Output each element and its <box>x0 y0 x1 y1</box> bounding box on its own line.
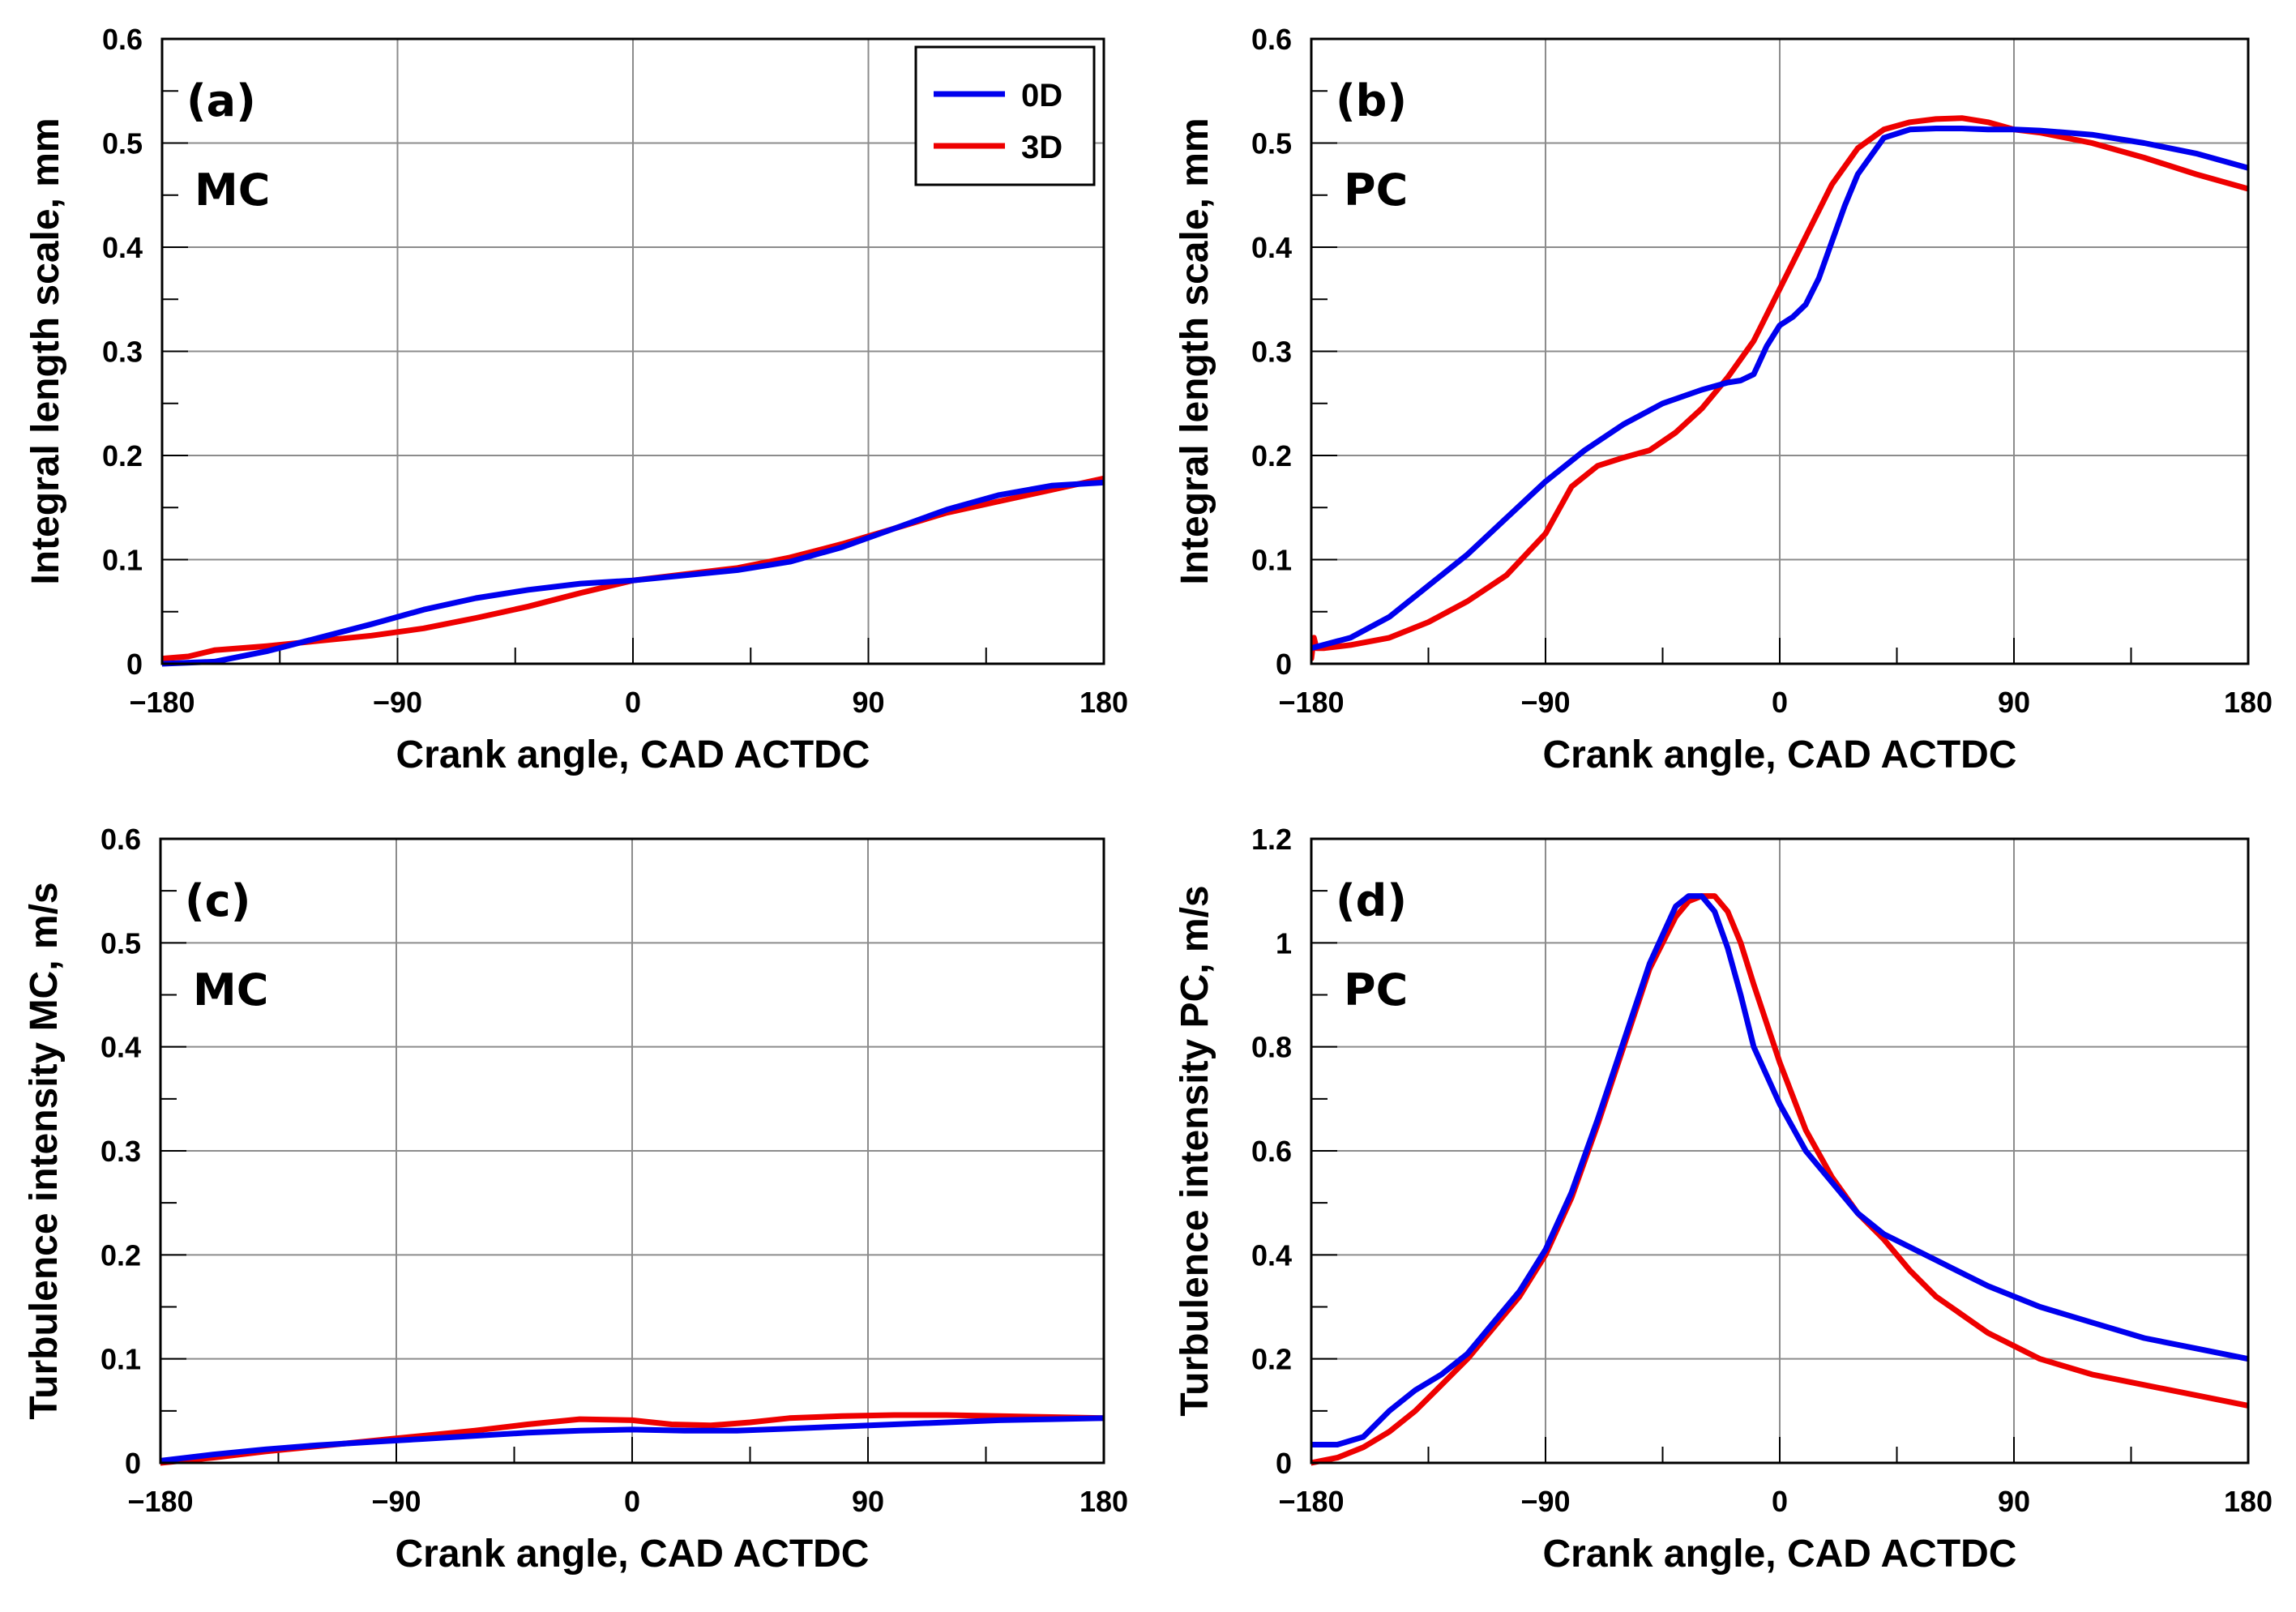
x-tick-label: 180 <box>2224 1485 2272 1518</box>
x-axis-label: Crank angle, CAD ACTDC <box>1543 733 2017 776</box>
x-tick-label: −90 <box>373 686 422 719</box>
x-tick-label: 0 <box>1772 686 1788 719</box>
y-axis-label: Turbulence intensity PC, m/s <box>1174 885 1216 1416</box>
panel-tag: (b) <box>1336 75 1407 126</box>
x-tick-label: −180 <box>1278 1485 1344 1518</box>
x-tick-label: 0 <box>1772 1485 1788 1518</box>
legend-label-0d: 0D <box>1021 78 1062 113</box>
y-tick-label: 0.6 <box>100 823 141 856</box>
x-tick-label: −180 <box>127 1485 193 1518</box>
legend-box <box>914 45 1096 186</box>
y-tick-label: 0.3 <box>1251 336 1292 369</box>
x-tick-label: 90 <box>1998 1485 2030 1518</box>
y-tick-label: 0.6 <box>1251 23 1292 56</box>
series-line-0d <box>1311 893 2248 1447</box>
y-tick-label: 0.2 <box>100 1238 141 1272</box>
panel-annotation: PC <box>1344 165 1408 216</box>
y-tick-label: 1.2 <box>1251 823 1292 856</box>
y-tick-label: 0.6 <box>1251 1135 1292 1168</box>
y-tick-label: 0.5 <box>102 127 143 160</box>
x-tick-label: −90 <box>1520 1485 1570 1518</box>
y-tick-label: 0 <box>1276 648 1292 681</box>
panel-tag: (d) <box>1336 875 1407 926</box>
y-tick-label: 0.8 <box>1251 1031 1292 1064</box>
y-tick-label: 0.2 <box>102 439 143 472</box>
y-tick-label: 0.4 <box>1251 1238 1292 1272</box>
x-axis-label: Crank angle, CAD ACTDC <box>1543 1533 2017 1576</box>
y-tick-label: 0.1 <box>102 544 143 577</box>
y-tick-label: 0.2 <box>1251 439 1292 472</box>
x-tick-label: −180 <box>1278 686 1344 719</box>
panel-d-turbulence-intensity-pc: −180 −90 0 90 180 0 0.2 0.4 0.6 0.8 1 1.2 Crank angl… <box>1174 823 2272 1576</box>
panel-annotation: MC <box>195 165 270 216</box>
y-tick-label: 0.5 <box>1251 127 1292 160</box>
x-tick-label: 90 <box>852 686 884 719</box>
panel-a-integral-length-scale-mc: −180 −90 0 90 180 0 0.1 0.2 0.3 0.4 0.5 0.6 Crank an… <box>24 23 1128 776</box>
x-tick-label: 180 <box>1080 1485 1128 1518</box>
series-line-0d <box>160 1415 1104 1464</box>
x-tick-label: 90 <box>1998 686 2030 719</box>
y-tick-label: 0.4 <box>100 1031 141 1064</box>
y-tick-label: 0.4 <box>102 231 143 264</box>
y-tick-label: 0.2 <box>1251 1343 1292 1376</box>
x-tick-label: 180 <box>2224 686 2272 719</box>
y-tick-label: 1 <box>1276 926 1292 960</box>
x-tick-label: 180 <box>1080 686 1128 719</box>
y-tick-label: 0.3 <box>102 336 143 369</box>
x-tick-label: −180 <box>129 686 195 719</box>
x-tick-label: 90 <box>852 1485 884 1518</box>
y-tick-label: 0 <box>1276 1447 1292 1480</box>
x-tick-label: 0 <box>624 1485 640 1518</box>
panel-tag: (a) <box>186 75 256 126</box>
y-tick-label: 0.5 <box>100 926 141 960</box>
panel-tag: (c) <box>185 875 250 926</box>
x-tick-label: −90 <box>1520 686 1570 719</box>
panel-c-turbulence-intensity-mc: −180 −90 0 90 180 0 0.1 0.2 0.3 0.4 0.5 0.6 Crank an… <box>23 823 1128 1576</box>
x-axis-label: Crank angle, CAD ACTDC <box>396 733 870 776</box>
axes-frame <box>159 837 1105 1464</box>
series-line-0d <box>162 479 1104 667</box>
x-tick-label: 0 <box>625 686 641 719</box>
y-tick-label: 0.6 <box>102 23 143 56</box>
y-tick-label: 0 <box>126 648 143 681</box>
y-tick-label: 0.4 <box>1251 231 1292 264</box>
y-axis-label: Turbulence intensity MC, m/s <box>23 882 66 1419</box>
axes-frame <box>1310 837 2250 1464</box>
panel-annotation: MC <box>193 964 268 1016</box>
panel-annotation: PC <box>1344 964 1408 1016</box>
x-tick-label: −90 <box>371 1485 421 1518</box>
series-line-3d <box>1311 893 2248 1466</box>
y-tick-label: 0 <box>125 1447 141 1480</box>
panel-b-integral-length-scale-pc: −180 −90 0 90 180 0 0.1 0.2 0.3 0.4 0.5 0.6 Crank an… <box>1174 23 2272 776</box>
y-axis-label: Integral length scale, mm <box>24 118 67 584</box>
axes-frame <box>1310 37 2250 665</box>
y-axis-label: Integral length scale, mm <box>1174 118 1216 584</box>
x-axis-label: Crank angle, CAD ACTDC <box>395 1533 870 1576</box>
series-line-0d <box>1311 126 2248 652</box>
y-tick-label: 0.3 <box>100 1135 141 1168</box>
axes-frame <box>160 37 1105 665</box>
legend-label-3d: 3D <box>1021 130 1062 165</box>
y-tick-label: 0.1 <box>100 1343 141 1376</box>
y-tick-label: 0.1 <box>1251 544 1292 577</box>
